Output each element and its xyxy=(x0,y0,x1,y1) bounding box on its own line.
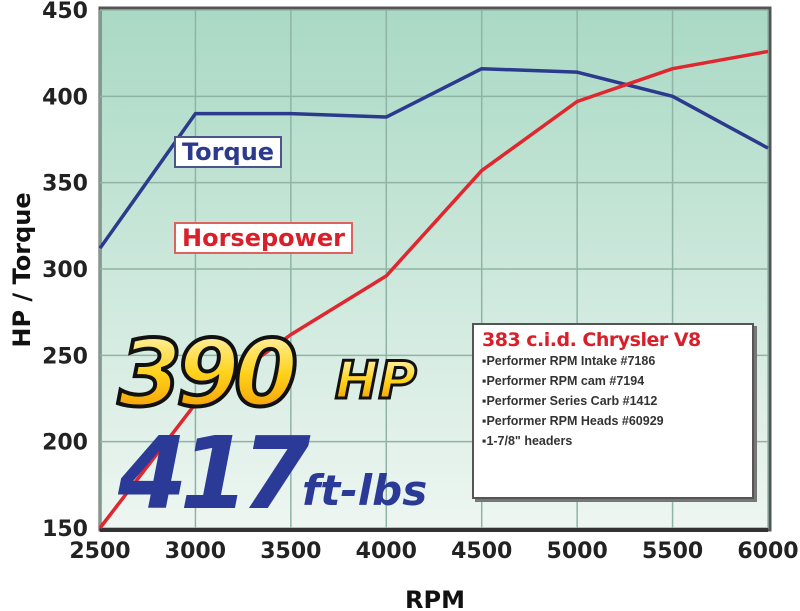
spec-box: 383 c.i.d. Chrysler V8 Performer RPM Int… xyxy=(472,323,754,499)
y-tick-label: 350 xyxy=(42,172,88,197)
spec-item: 1-7/8" headers xyxy=(482,431,744,451)
x-tick-label: 4500 xyxy=(451,539,512,564)
y-tick-label: 450 xyxy=(42,0,88,24)
y-tick-label: 250 xyxy=(42,344,88,369)
y-axis-label: HP / Torque xyxy=(8,192,36,347)
y-tick-label: 200 xyxy=(42,431,88,456)
x-axis-label: RPM xyxy=(405,586,465,611)
legend-horsepower: Horsepower xyxy=(174,222,353,254)
torque-headline-unit: ft-lbs xyxy=(302,466,427,515)
hp-headline-value: 390 xyxy=(118,320,295,427)
x-tick-label: 2500 xyxy=(69,539,130,564)
x-tick-label: 6000 xyxy=(737,539,798,564)
x-tick-label: 5500 xyxy=(642,539,703,564)
x-tick-label: 4000 xyxy=(356,539,417,564)
hp-headline-unit: HP xyxy=(335,351,417,411)
spec-item: Performer RPM cam #7194 xyxy=(482,371,744,391)
series-line-horsepower xyxy=(98,49,769,530)
x-tick-label: 3500 xyxy=(260,539,321,564)
spec-item: Performer RPM Heads #60929 xyxy=(482,411,744,431)
spec-item: Performer Series Carb #1412 xyxy=(482,391,744,411)
torque-headline-value: 417 xyxy=(117,415,311,532)
series-line-torque xyxy=(98,66,769,250)
y-tick-label: 400 xyxy=(42,85,88,110)
legend-torque: Torque xyxy=(174,136,283,168)
y-tick-label: 300 xyxy=(42,258,88,283)
spec-item: Performer RPM Intake #7186 xyxy=(482,351,744,371)
y-tick-label: 150 xyxy=(42,517,88,542)
x-tick-label: 5000 xyxy=(547,539,608,564)
x-tick-label: 3000 xyxy=(165,539,226,564)
spec-box-title: 383 c.i.d. Chrysler V8 xyxy=(482,329,701,351)
